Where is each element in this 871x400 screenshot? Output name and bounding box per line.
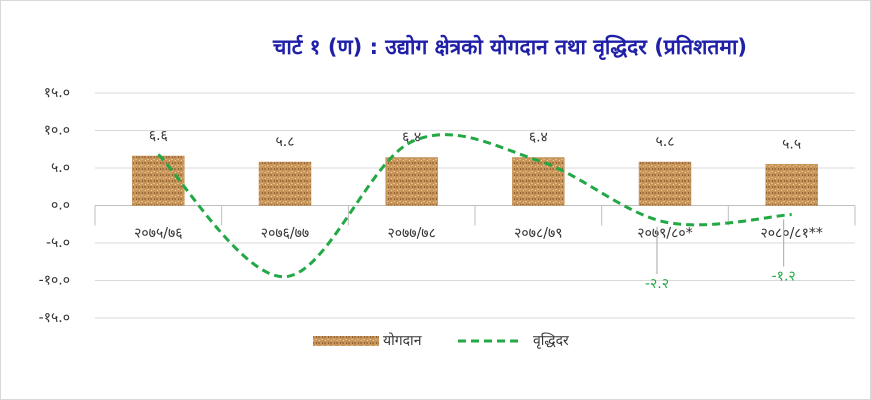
x-tick-label: २०७६/७७ xyxy=(261,226,309,242)
y-tick-label: १५.० xyxy=(44,85,70,101)
bar xyxy=(258,161,312,206)
bar-label: ६.४ xyxy=(402,130,421,146)
y-tick-label: -१०.० xyxy=(39,273,70,289)
x-tick-label: २०७७/७८ xyxy=(387,226,435,242)
bar-label: ६.६ xyxy=(149,128,168,144)
y-tick-label: १०.० xyxy=(44,123,70,139)
bar xyxy=(765,164,818,206)
bar-label: ६.४ xyxy=(529,130,548,146)
bar-label: ५.८ xyxy=(655,134,674,150)
y-tick-label: -१५.० xyxy=(39,310,70,326)
x-tick-label: २०७८/७९ xyxy=(514,226,562,242)
bar-label: ५.८ xyxy=(275,134,294,150)
bar xyxy=(512,157,565,206)
bar xyxy=(385,157,438,206)
line-label: -१.२ xyxy=(772,269,796,285)
bar xyxy=(132,155,185,206)
legend-swatch xyxy=(313,336,379,346)
legend-label: वृद्धिदर xyxy=(533,332,569,349)
y-tick-label: ५.० xyxy=(51,160,70,176)
y-tick-label: -५.० xyxy=(46,235,70,251)
bar xyxy=(638,161,692,206)
x-tick-label: २०७९/८०* xyxy=(637,226,692,242)
legend-label: योगदान xyxy=(383,332,422,349)
x-tick-label: २०८०/८१** xyxy=(760,226,822,242)
y-tick-label: ०.० xyxy=(51,198,70,214)
chart-title: चार्ट १ (ण) : उद्योग क्षेत्रको योगदान तथ… xyxy=(272,34,747,61)
x-tick-label: २०७५/७६ xyxy=(134,226,182,242)
bar-label: ५.५ xyxy=(782,136,801,152)
line-label: -२.२ xyxy=(645,276,669,292)
